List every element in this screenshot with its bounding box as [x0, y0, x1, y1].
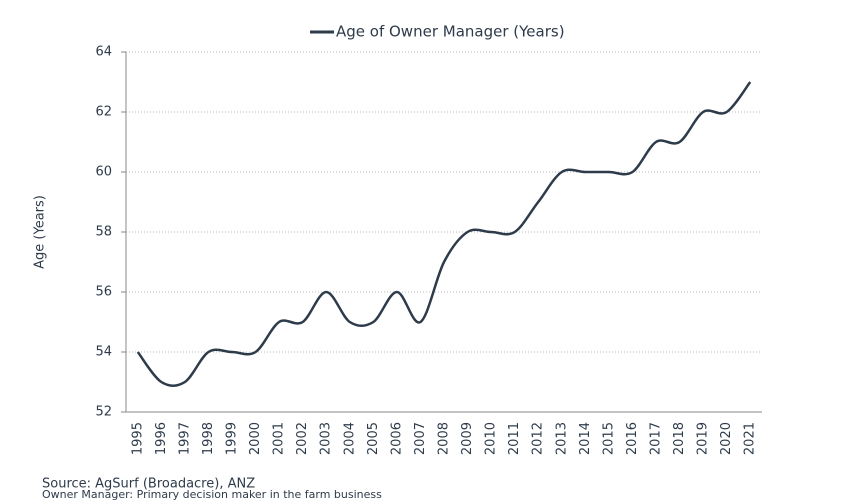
y-tick-label: 54: [95, 345, 112, 360]
x-tick-label: 2002: [295, 422, 310, 455]
x-tick-label: 2015: [601, 422, 616, 455]
x-tick-label: 2006: [389, 422, 404, 455]
x-tick-label: 2011: [507, 422, 522, 455]
line-series: [136, 81, 752, 387]
x-tick-label: 2019: [696, 422, 711, 455]
x-tick-label: 2010: [484, 422, 499, 455]
x-tick-label: 2021: [743, 422, 758, 455]
y-tick-label: 62: [95, 105, 112, 120]
footnote: Owner Manager: Primary decision maker in…: [42, 488, 382, 500]
y-tick-label: 60: [95, 165, 112, 180]
x-tick-label: 2013: [554, 422, 569, 455]
x-tick-label: 1996: [154, 422, 169, 455]
x-tick-label: 2016: [625, 422, 640, 455]
x-tick-label: 2014: [578, 422, 593, 455]
x-tick-label: 2020: [719, 422, 734, 455]
y-tick-label: 52: [95, 405, 112, 420]
x-tick-label: 2007: [413, 422, 428, 455]
y-axis-label: Age (Years): [33, 195, 48, 269]
x-tick-label: 2008: [437, 422, 452, 455]
x-tick-label: 2018: [672, 422, 687, 455]
y-tick-label: 64: [95, 45, 112, 60]
y-tick-label: 56: [95, 285, 112, 300]
x-tick-label: 1995: [130, 422, 145, 455]
x-tick-label: 2012: [531, 422, 546, 455]
x-tick-label: 2004: [342, 422, 357, 455]
x-tick-label: 2003: [319, 422, 334, 455]
x-tick-label: 1999: [225, 422, 240, 455]
y-tick-label: 58: [95, 225, 112, 240]
x-tick-label: 2005: [366, 422, 381, 455]
legend-label: Age of Owner Manager (Years): [336, 23, 565, 41]
x-tick-label: 2000: [248, 422, 263, 455]
x-tick-label: 2017: [649, 422, 664, 455]
x-tick-label: 1998: [201, 422, 216, 455]
x-tick-label: 2009: [460, 422, 475, 455]
x-tick-label: 2001: [272, 422, 287, 455]
x-tick-label: 1997: [177, 422, 192, 455]
footnote: Source: AgSurf (Broadacre), ANZ: [42, 477, 255, 492]
